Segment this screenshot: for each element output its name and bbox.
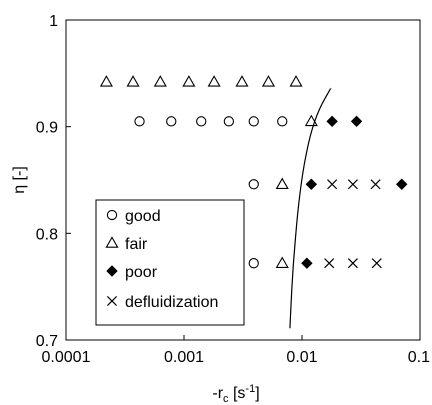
point-defluidization: [324, 258, 335, 269]
point-defluidization-stroke: [370, 179, 381, 190]
point-poor: [326, 115, 338, 128]
data-markers: [99, 75, 408, 269]
point-defluidization: [347, 179, 358, 190]
point-fair: [153, 75, 167, 87]
legend: good fair poor defluidization: [95, 199, 245, 326]
point-good: [134, 116, 145, 127]
point-defluidization: [370, 179, 381, 190]
point-good: [277, 116, 288, 127]
legend-marker-defluidization: [106, 295, 118, 307]
x-axis-label-unit: [s: [229, 385, 246, 402]
x-tick-label: 0.001: [164, 349, 204, 366]
x-axis-label: -rc [s-1]: [212, 383, 259, 405]
point-fair: [275, 256, 289, 268]
point-fair: [235, 75, 249, 87]
point-poor: [305, 178, 318, 190]
legend-label-fair: fair: [125, 236, 148, 253]
point-fair: [182, 75, 196, 87]
legend-marker-defluidization-stroke: [106, 295, 118, 307]
point-good: [223, 116, 235, 127]
point-fair: [207, 75, 221, 87]
point-fair: [126, 75, 140, 87]
y-tick-label: 0.8: [36, 226, 58, 243]
point-good: [248, 116, 259, 127]
legend-box: [95, 199, 245, 326]
point-defluidization-stroke: [371, 258, 382, 269]
legend-markers: [105, 209, 119, 307]
x-tick-label: 0.0001: [42, 349, 91, 366]
boundary-curve-layer: [289, 87, 332, 329]
y-tick-label: 0.7: [36, 333, 58, 350]
legend-marker-good: [106, 209, 118, 221]
x-tick-label: 0.01: [286, 349, 317, 366]
legend-marker-fair: [105, 236, 119, 248]
point-fair: [261, 75, 276, 87]
point-poor: [350, 115, 363, 128]
point-poor: [396, 178, 408, 190]
legend-label-good: good: [125, 208, 161, 225]
x-tick-label: 0.1: [408, 349, 430, 366]
point-good: [248, 179, 259, 190]
point-defluidization-stroke: [347, 179, 358, 190]
legend-label-poor: poor: [125, 264, 158, 281]
y-axis-label: η [-]: [11, 166, 28, 194]
y-tick-label: 0.9: [36, 120, 58, 137]
y-axis-ticks: 0.7 0.8 0.9 1: [36, 13, 71, 350]
point-good: [166, 116, 177, 127]
y-tick-label: 1: [49, 13, 58, 30]
legend-marker-poor: [106, 265, 118, 277]
x-axis-label-close: ]: [255, 385, 259, 402]
point-fair: [99, 75, 113, 87]
x-axis-label-exponent: -1: [245, 383, 255, 395]
point-defluidization: [327, 179, 338, 190]
point-defluidization-stroke: [327, 179, 338, 190]
point-good: [196, 116, 207, 127]
legend-label-defluidization: defluidization: [125, 294, 218, 311]
point-good: [248, 258, 259, 269]
x-axis-ticks: 0.0001 0.001 0.01 0.1: [42, 335, 430, 366]
x-axis-label-subscript: c: [223, 393, 229, 405]
x-axis-label-main: -r: [212, 385, 223, 402]
point-poor: [301, 257, 313, 269]
point-fair: [289, 75, 303, 87]
point-fair: [275, 177, 289, 190]
point-defluidization: [371, 258, 382, 269]
point-defluidization: [347, 258, 358, 269]
point-fair: [304, 114, 318, 127]
boundary-curve: [289, 87, 332, 329]
point-defluidization-stroke: [347, 258, 358, 269]
point-defluidization-stroke: [324, 258, 335, 269]
